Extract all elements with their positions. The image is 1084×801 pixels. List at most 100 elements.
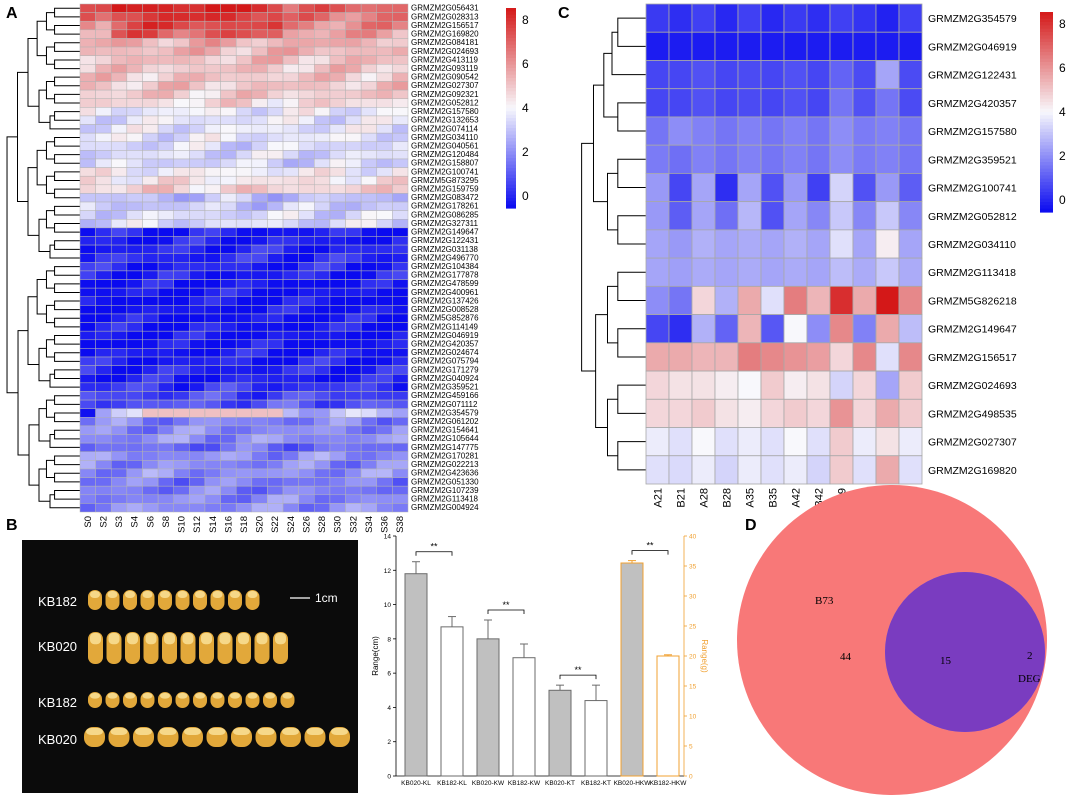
heatmap-a-cell [392,124,409,134]
kernel-highlight [182,633,194,645]
heatmap-a-row-label: GRMZM2G132653 [411,116,479,125]
heatmap-c-row-label: GRMZM2G156517 [928,352,1017,364]
heatmap-a-cell [345,193,362,203]
heatmap-a-cell [267,236,284,246]
heatmap-a-cell [392,193,409,203]
kernel-highlight [135,728,152,735]
heatmap-a-cell [110,279,128,289]
heatmap-a-cell [376,270,393,280]
heatmap-a-cell [142,193,159,203]
heatmap-a-cell [204,219,221,229]
heatmap-a-cell [314,408,331,418]
heatmap-c-cell [806,116,831,146]
heatmap-c-cell [806,3,831,33]
heatmap-a-cell [282,399,299,409]
heatmap-a-cell [79,296,96,306]
heatmap-a-cell [220,81,237,91]
heatmap-a-cell [173,477,190,487]
heatmap-a-cell [95,408,112,418]
heatmap-a-cell [376,201,393,211]
heatmap-a-cell [235,81,253,91]
heatmap-a-cell [267,227,284,237]
heatmap-a-cell [282,365,299,375]
heatmap-a-cell [251,287,268,297]
heatmap-c-colorbar-segment [1040,132,1053,136]
heatmap-a-cell [298,356,315,366]
heatmap-a-cell [267,434,284,444]
heatmap-a-cell [360,115,378,125]
heatmap-a-cell [392,365,409,375]
heatmap-a-column-label: S0 [83,516,94,528]
heatmap-a-cell [267,468,284,478]
heatmap-a-cell [251,305,268,315]
heatmap-a-cell [314,124,331,134]
heatmap-a-colorbar-segment [506,8,516,12]
heatmap-a-cell [314,399,331,409]
heatmap-c-colorbar-segment [1040,65,1053,70]
heatmap-a-cell [173,373,190,384]
heatmap-a-cell [376,279,393,289]
heatmap-c-dendrogram [581,17,646,471]
heatmap-c-cell [668,60,693,90]
heatmap-a-cell [392,244,409,254]
heatmap-c-colorbar-segment [1040,118,1053,123]
heatmap-c-cell [875,3,900,33]
heatmap-c-cell [737,201,762,231]
heatmap-a-cell [157,236,174,246]
heatmap-c-cell [852,370,877,400]
heatmap-a-cell [235,46,253,56]
heatmap-a-dendrogram-branch [45,12,55,31]
heatmap-a-cell [126,98,143,108]
heatmap-c-cell [714,257,739,287]
heatmap-c-dendrogram-branch [606,398,618,457]
heatmap-c-cell [875,88,900,118]
heatmap-a-cell [110,81,128,91]
heatmap-a-cell [314,46,331,56]
heatmap-a-cell [392,382,409,392]
kernel-highlight [230,591,240,598]
heatmap-c-cell [829,229,854,259]
heatmap-a-cell [173,322,190,332]
heatmap-c-cell [668,173,693,203]
heatmap-a-cell [173,193,190,203]
heatmap-c-cell [852,398,877,428]
heatmap-a-cell [204,3,221,13]
heatmap-a-cell [110,38,128,48]
heatmap-a-cell [95,3,112,13]
heatmap-c-cell [898,31,923,61]
heatmap-a-cell [173,20,190,31]
heatmap-a-colorbar-segment [506,104,516,109]
heatmap-a-cell [95,150,112,160]
heatmap-a-cell [282,210,299,220]
heatmap-a-cell [189,219,206,229]
heatmap-a-cell [220,20,237,31]
heatmap-c-dendrogram-branch [617,102,646,132]
heatmap-a-cell [282,20,299,31]
heatmap-a-cell [157,382,174,392]
heatmap-a-cell [95,382,112,392]
heatmap-a-column-label: S3 [114,516,125,528]
heatmap-a-row-label: GRMZM2G478599 [411,279,479,288]
heatmap-a-cell [204,38,221,48]
heatmap-c-cell [898,455,923,485]
heatmap-a-cell [329,193,346,203]
heatmap-a-cell [267,262,284,272]
heatmap-a-dendrogram-branch [28,424,39,486]
heatmap-a-cell [392,322,409,332]
heatmap-a-cell [142,477,159,487]
heatmap-a-cell [329,38,346,48]
heatmap-a-cell [95,485,112,496]
heatmap-c-cell [806,427,831,457]
heatmap-a-cell [126,89,143,99]
heatmap-c-cell [737,3,762,33]
heatmap-a-cell [95,227,112,237]
heatmap-a-cell [110,158,128,168]
heatmap-c-dendrogram-branch [592,84,608,203]
heatmap-a-cell [189,425,206,435]
heatmap-a-cell [298,236,315,246]
heatmap-c-cell [691,427,716,457]
heatmap-a-cell [298,210,315,220]
heatmap-a-cell [110,29,128,39]
heatmap-a-cell [173,451,190,461]
heatmap-a-row-label: GRMZM2G084181 [411,38,479,47]
